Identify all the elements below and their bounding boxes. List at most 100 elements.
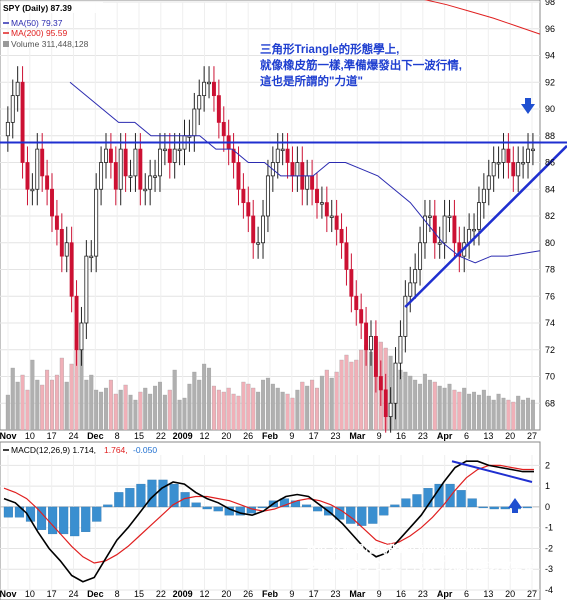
candle-body [521, 162, 526, 165]
macd-x-tick-label: 10 [25, 589, 35, 599]
volume-bar [511, 401, 516, 431]
volume-bar [35, 379, 40, 431]
candle-body [99, 162, 104, 190]
volume-bar [491, 399, 496, 431]
volume-bar [319, 375, 324, 431]
candle-body [197, 95, 202, 110]
price-y-tick-label: 78 [545, 265, 555, 275]
macd-x-tick-label: Mar [349, 589, 366, 599]
candle-body [476, 202, 481, 230]
volume-bar [103, 387, 108, 431]
candle-body [59, 228, 64, 257]
price-y-tick-label: 76 [545, 291, 555, 301]
candle-body [167, 148, 172, 163]
macd-histogram-bar [202, 506, 212, 510]
macd-histogram-bar [70, 506, 80, 537]
volume-bar [521, 399, 526, 431]
candle-body [69, 242, 74, 297]
volume-bar [305, 385, 310, 431]
candle-body [64, 242, 69, 257]
macd-x-tick-label: 17 [309, 589, 319, 599]
volume-bar [295, 389, 300, 431]
macd-legend-macd: MACD(12,26,9) 1.714, [11, 445, 96, 455]
volume-bar [30, 359, 35, 431]
macd-x-tick-label: 16 [396, 589, 406, 599]
price-y-tick-label: 84 [545, 184, 555, 194]
volume-bar [108, 379, 113, 431]
volume-bar [207, 367, 212, 431]
macd-histogram-bar [92, 506, 102, 522]
candle-body [447, 215, 452, 218]
price-x-axis: Nov 10 17 24 Dec 8 15 22 2009 12 20 26 Feb 9 17 23 Mar 9 1… [0, 431, 537, 441]
price-x-tick-label: 9 [289, 431, 294, 441]
volume-bar [413, 379, 418, 431]
macd-histogram-bar [379, 506, 389, 516]
macd-legend-hist: -0.050 [133, 445, 157, 455]
price-y-tick-label: 92 [545, 77, 555, 87]
macd-histogram-bar [3, 506, 13, 518]
candle-body [398, 335, 403, 364]
ma200-line [424, 0, 541, 35]
candle-body [437, 242, 442, 245]
candle-body [30, 188, 35, 192]
volume-legend-label: Volume 311,448,128 [11, 39, 89, 49]
volume-bar [69, 363, 74, 431]
macd-histogram-bar [125, 488, 135, 508]
price-x-tick-label: 22 [156, 431, 166, 441]
candle-body [20, 81, 25, 163]
candle-body [516, 162, 521, 177]
price-y-tick-label: 68 [545, 398, 555, 408]
candle-body [104, 148, 108, 163]
candle-body [472, 228, 477, 232]
volume-bar [280, 391, 285, 431]
macd-x-tick-label: 8 [115, 589, 120, 599]
candle-body [422, 215, 427, 244]
macd-x-axis: Nov 10 17 24 Dec 8 15 22 2009 12 20 26 Feb 9 17 23 Mar 9 1… [0, 589, 537, 599]
volume-bar [25, 389, 30, 431]
volume-bar [462, 387, 467, 431]
candle-body [143, 188, 148, 192]
price-y-axis: 98 96 94 92 90 88 86 84 82 80 78 76 74 72 70 68 [545, 0, 555, 408]
macd-y-axis: 2 1 0 -1 -2 -3 -4 [545, 460, 553, 595]
price-x-tick-label: Nov [0, 431, 17, 441]
candle-body [40, 148, 45, 177]
volume-bar [221, 391, 226, 431]
volume-bar [15, 381, 20, 431]
price-x-tick-label: 2009 [173, 431, 193, 441]
macd-y-tick-label: -4 [545, 585, 553, 595]
volume-bar [54, 374, 59, 431]
candle-body [319, 202, 324, 205]
candle-body [432, 215, 437, 244]
volume-bar [467, 393, 472, 431]
candle-body [324, 202, 329, 217]
volume-bar [202, 363, 207, 431]
price-x-tick-label: 13 [483, 431, 493, 441]
volume-bars [5, 337, 535, 431]
candle-body [251, 215, 256, 244]
candle-body [378, 376, 383, 391]
candle-body [148, 175, 153, 190]
volume-bar [526, 397, 531, 431]
volume-bar [99, 391, 104, 431]
macd-main-line [3, 460, 534, 583]
macd-x-tick-label: 12 [199, 589, 209, 599]
candle-body [241, 188, 246, 204]
volume-bar [334, 371, 339, 431]
volume-bar [339, 359, 344, 431]
macd-histogram-bar [301, 504, 312, 508]
volume-bar [148, 393, 153, 431]
macd-histogram-bar [467, 498, 477, 508]
price-x-tick-label: 8 [115, 431, 120, 441]
macd-x-tick-label: Apr [437, 589, 453, 599]
candle-body [35, 148, 40, 190]
volume-bar [89, 374, 94, 431]
annotation-line-1: 三角形Triangle的形態學上, [260, 42, 399, 56]
macd-histogram-bar [103, 504, 113, 508]
macd-histogram-bar [136, 483, 146, 508]
volume-bar [251, 387, 256, 431]
price-x-tick-label: 16 [396, 431, 406, 441]
volume-bar [167, 389, 172, 431]
macd-histogram-bar [180, 492, 190, 508]
candle-body [108, 148, 113, 163]
volume-bar [128, 394, 133, 431]
